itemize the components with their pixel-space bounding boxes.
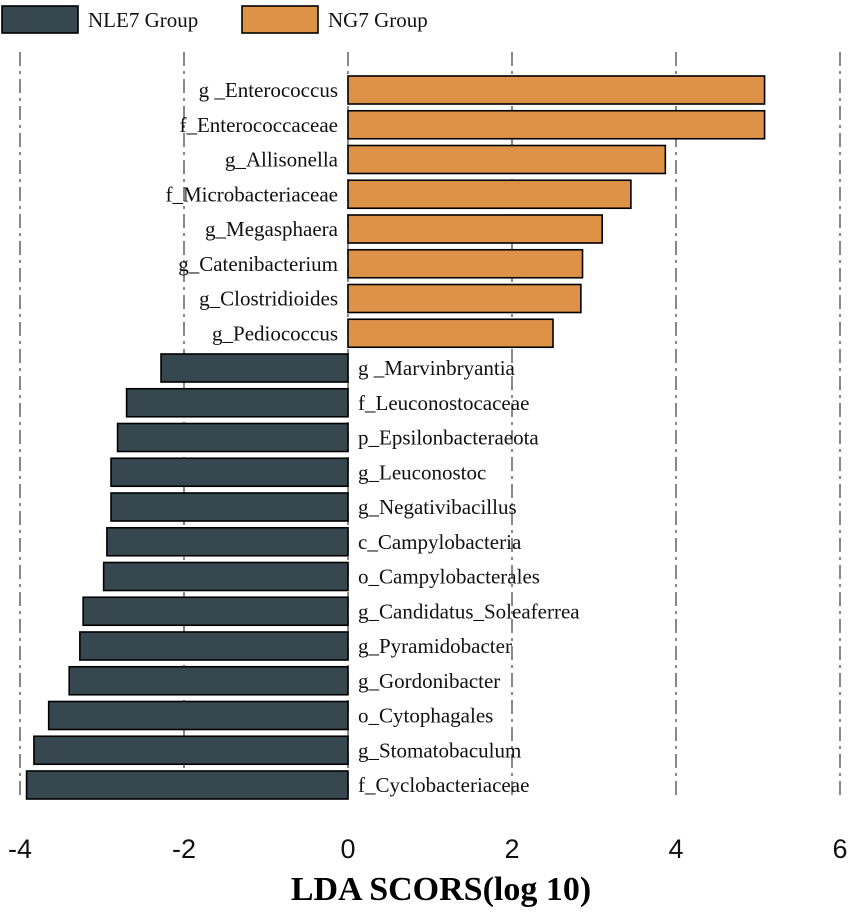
bar (347, 248, 584, 279)
bar (347, 144, 667, 175)
bar-label: g_Megasphaera (205, 217, 339, 241)
x-axis-title: LDA SCORS(log 10) (291, 871, 591, 908)
bar-label: g_Allisonella (225, 148, 339, 172)
bar (347, 75, 766, 105)
bar-label: f_Enterococcaceae (179, 113, 338, 137)
bar-label: g_Catenibacterium (178, 252, 338, 276)
bar (47, 700, 349, 731)
bar (116, 422, 349, 453)
legend: NLE7 Group NG7 Group (1, 5, 428, 34)
legend-label-nle7: NLE7 Group (88, 8, 198, 32)
x-tick-label: -4 (8, 834, 32, 864)
legend-swatch-ng7 (241, 5, 319, 34)
bar (110, 457, 349, 488)
bar-label: f_Cyclobacteriaceae (358, 773, 529, 797)
bar-label: p_Epsilonbacteraeota (358, 426, 539, 450)
bar-label: g_Negativibacillus (358, 495, 517, 519)
bar-label: g_Pyramidobacter (358, 634, 512, 658)
x-axis-ticks: -4 -2 0 2 4 6 (8, 834, 848, 864)
bar (33, 735, 349, 766)
bar-label: g_Stomatobaculum (358, 738, 521, 762)
bar (347, 214, 603, 244)
legend-swatch-nle7 (1, 5, 79, 34)
bar-label: g _Enterococcus (199, 78, 338, 102)
legend-label-ng7: NG7 Group (328, 8, 428, 32)
bars (25, 75, 766, 800)
bar-label: f_Leuconostocaceae (358, 391, 529, 415)
bar (102, 561, 349, 592)
bar (25, 770, 349, 800)
bar-label: o_Campylobacterales (358, 565, 540, 589)
bar-label: g _Marvinbryantia (358, 356, 516, 380)
bar-label: g_Clostridioides (199, 287, 338, 311)
bar (82, 596, 349, 627)
bar (125, 387, 349, 418)
bar (347, 179, 632, 210)
bar-label: o_Cytophagales (358, 704, 493, 728)
bar (347, 283, 582, 314)
bar-label: g_Candidatus_Soleaferrea (358, 599, 580, 623)
bar-label: g_Gordonibacter (358, 669, 500, 693)
bar-label: g_Leuconostoc (358, 460, 486, 484)
bar-label: f_Microbacteriaceae (165, 182, 338, 206)
bar (79, 631, 349, 661)
bar-label: g_Pediococcus (212, 321, 338, 345)
bar (160, 353, 349, 383)
bar-label: c_Campylobacteria (358, 530, 522, 554)
x-tick-label: 6 (832, 834, 847, 864)
bar (110, 492, 349, 522)
bar (347, 318, 554, 349)
x-tick-label: 0 (340, 834, 355, 864)
x-tick-label: 4 (668, 834, 683, 864)
x-tick-label: -2 (172, 834, 196, 864)
x-tick-label: 2 (504, 834, 519, 864)
bar (347, 109, 766, 140)
bar-labels: g _Enterococcus f_Enterococcaceae g_Alliso… (165, 78, 580, 797)
bar (106, 526, 349, 557)
bar (68, 665, 349, 696)
